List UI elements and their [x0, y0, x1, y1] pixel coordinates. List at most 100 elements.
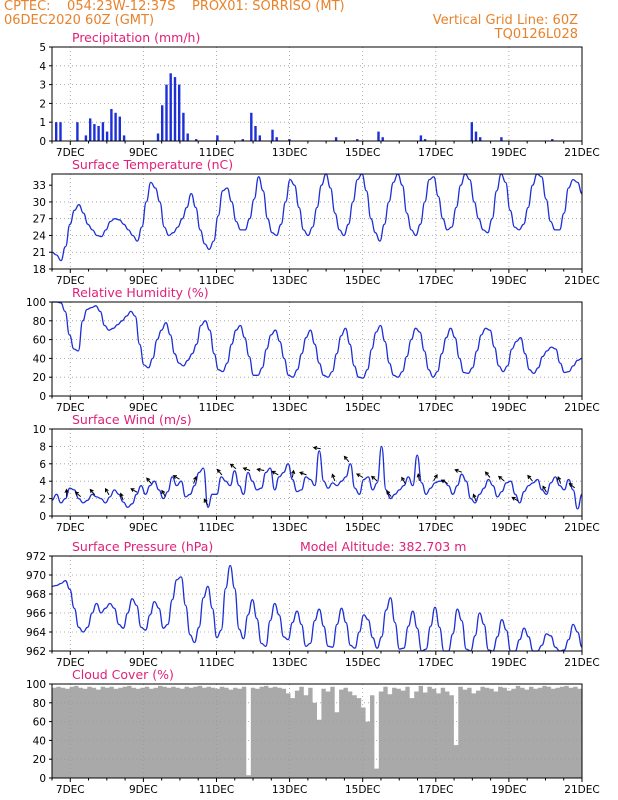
x-tick-label: 17DEC	[418, 402, 453, 414]
precip-bar	[55, 122, 58, 141]
x-tick-label: 13DEC	[272, 522, 307, 534]
x-tick-label: 7DEC	[56, 402, 85, 414]
x-tick-label: 15DEC	[345, 147, 380, 159]
x-tick-label: 13DEC	[272, 402, 307, 414]
panel-frame	[51, 555, 583, 652]
x-tick-label: 19DEC	[491, 522, 526, 534]
precip-bar	[250, 112, 253, 141]
y-tick-label: 40	[33, 353, 46, 365]
x-tick-label: 7DEC	[56, 784, 85, 796]
x-tick-label: 19DEC	[491, 784, 526, 796]
x-tick-label: 7DEC	[56, 147, 85, 159]
precip-bar	[122, 135, 126, 141]
y-tick-label: 60	[33, 717, 46, 729]
x-tick-label: 11DEC	[199, 402, 234, 414]
y-tick-label: 3	[39, 80, 46, 92]
precip-bar	[500, 137, 503, 141]
precip-bar	[114, 112, 117, 141]
precip-bar	[258, 135, 261, 141]
x-tick-label: 17DEC	[418, 147, 453, 159]
y-tick-label: 100	[26, 679, 46, 691]
x-tick-label: 21DEC	[564, 522, 599, 534]
wind-arrow	[203, 498, 209, 506]
panel-title: Precipitation (mm/h)	[72, 30, 200, 45]
wind-arrow	[193, 476, 198, 484]
x-tick-label: 9DEC	[129, 657, 158, 669]
precip-bar	[419, 135, 423, 141]
x-tick-label: 9DEC	[129, 402, 158, 414]
x-tick-label: 19DEC	[491, 402, 526, 414]
y-tick-label: 80	[33, 698, 46, 710]
panel-title: Cloud Cover (%)	[72, 667, 174, 682]
wind-arrow	[557, 476, 562, 484]
x-tick-label: 15DEC	[345, 275, 380, 287]
x-tick-label: 11DEC	[199, 522, 234, 534]
wind-arrow	[416, 472, 421, 481]
y-tick-label: 20	[33, 754, 46, 766]
x-tick-label: 11DEC	[199, 147, 234, 159]
precip-bar	[271, 129, 274, 141]
x-tick-label: 21DEC	[564, 784, 599, 796]
wind-arrow	[511, 496, 519, 502]
precip-bar	[288, 139, 291, 141]
x-tick-label: 17DEC	[418, 784, 453, 796]
wind-arrow	[472, 493, 477, 502]
precip-bar	[470, 122, 473, 141]
wind-arrow	[216, 468, 223, 476]
y-tick-label: 962	[26, 646, 46, 658]
precip-bar	[89, 118, 92, 141]
y-tick-label: 4	[39, 61, 46, 73]
x-tick-label: 13DEC	[272, 784, 307, 796]
precip-bar	[377, 131, 380, 141]
x-tick-label: 17DEC	[418, 275, 453, 287]
x-tick-label: 11DEC	[199, 657, 234, 669]
y-tick-label: 4	[39, 476, 46, 488]
x-tick-label: 21DEC	[564, 657, 599, 669]
precip-bar	[178, 84, 181, 141]
x-tick-label: 11DEC	[199, 784, 234, 796]
series-line	[51, 173, 583, 262]
wind-arrow	[355, 473, 364, 478]
wind-arrow	[119, 492, 124, 501]
precip-bar	[254, 126, 257, 141]
precip-bar	[110, 109, 113, 141]
wind-arrow	[454, 468, 462, 473]
wind-arrow	[146, 477, 152, 484]
panel-frame	[51, 428, 583, 517]
precip-bar	[216, 135, 219, 141]
panel-subtitle: Model Altitude: 382.703 m	[300, 539, 466, 554]
y-tick-label: 2	[39, 494, 46, 506]
y-tick-label: 966	[26, 608, 46, 620]
y-tick-label: 8	[39, 441, 46, 453]
precip-bar	[195, 139, 198, 141]
precip-bar	[356, 139, 359, 141]
panel-frame	[51, 683, 583, 779]
y-tick-label: 0	[39, 391, 46, 403]
wind-arrow	[229, 463, 237, 470]
x-tick-label: 21DEC	[564, 147, 599, 159]
wind-arrow	[64, 488, 69, 497]
x-tick-label: 19DEC	[491, 275, 526, 287]
series-line	[51, 445, 583, 510]
header-station-line: CPTEC: 054:23W-12:37S PROX01: SORRISO (M…	[4, 0, 345, 14]
panel-title: Relative Humidity (%)	[72, 285, 209, 300]
wind-arrow	[161, 489, 166, 497]
y-tick-label: 972	[26, 551, 46, 563]
y-tick-label: 6	[39, 459, 46, 471]
x-tick-label: 9DEC	[129, 784, 158, 796]
wind-arrow	[89, 488, 96, 496]
x-tick-label: 7DEC	[56, 657, 85, 669]
y-tick-label: 968	[26, 589, 46, 601]
x-tick-label: 15DEC	[345, 522, 380, 534]
wind-arrow	[299, 471, 307, 476]
y-tick-label: 970	[26, 570, 46, 582]
precip-bar	[101, 122, 105, 141]
wind-arrow	[527, 474, 533, 482]
precip-bar	[161, 105, 164, 141]
y-tick-label: 30	[33, 197, 46, 209]
y-tick-label: 18	[33, 264, 46, 276]
precip-bar	[381, 137, 384, 141]
x-tick-label: 13DEC	[272, 275, 307, 287]
panel-title: Surface Pressure (hPa)	[72, 539, 213, 554]
precip-bar	[334, 137, 338, 141]
